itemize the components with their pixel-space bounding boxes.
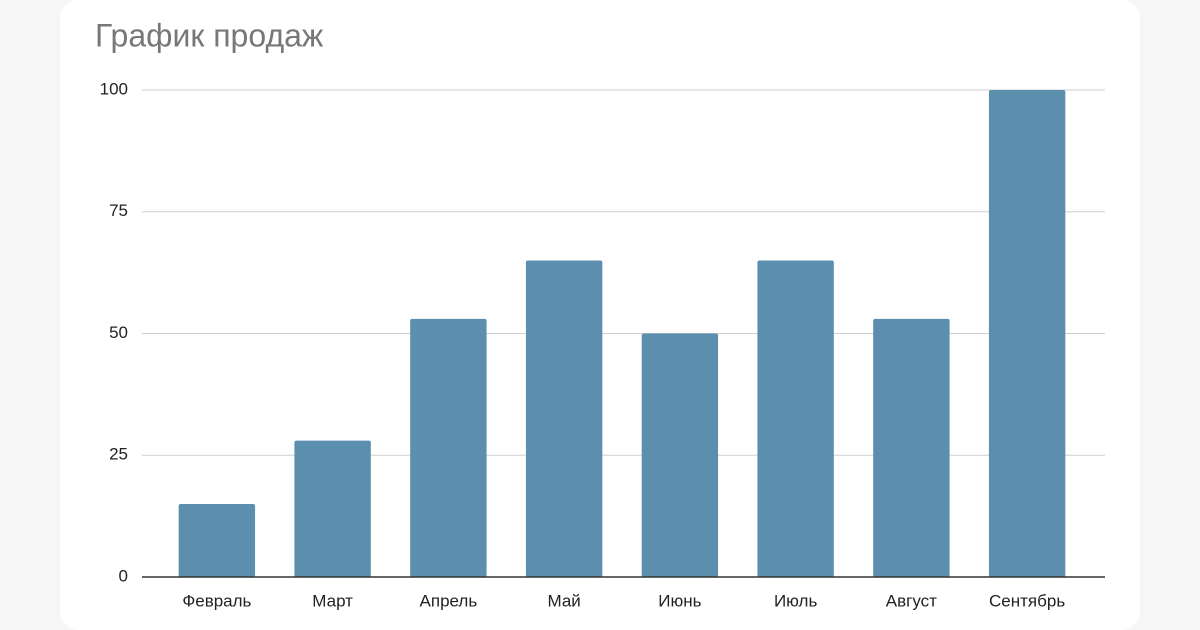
bar [641,333,719,577]
x-tick-label: Май [547,591,580,610]
bar [873,318,950,577]
x-tick-label: Август [886,591,937,610]
x-tick-label: Апрель [420,591,478,610]
bar [525,260,603,577]
y-tick-label: 50 [109,323,128,342]
y-tick-label: 75 [109,201,128,220]
x-tick-label: Сентябрь [989,591,1065,610]
x-tick-label: Июль [774,591,818,610]
bar [410,318,487,577]
bar [178,503,256,577]
y-tick-label: 0 [119,566,128,585]
bar [757,260,834,577]
chart-title: График продаж [95,17,324,53]
y-tick-label: 25 [109,445,128,464]
x-tick-label: Февраль [182,591,251,610]
x-tick-label: Март [312,591,353,610]
y-tick-label: 100 [100,79,128,98]
bar [294,440,371,577]
bar [988,90,1066,577]
x-tick-label: Июнь [658,591,701,610]
